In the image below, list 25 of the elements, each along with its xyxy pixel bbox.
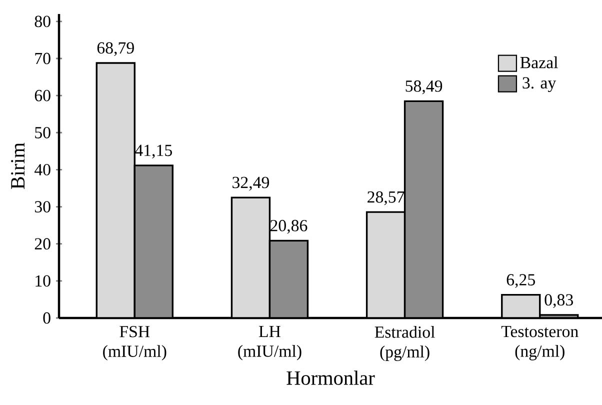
y-tick-label: 10 xyxy=(36,275,50,287)
y-tick-label: 40 xyxy=(34,164,50,176)
data-label: 28,57 xyxy=(368,191,404,206)
data-label: 32,49 xyxy=(232,176,270,191)
data-label: 41,15 xyxy=(135,144,172,159)
x-tick-label: Estradiol (pg/ml) xyxy=(374,326,435,361)
y-tick-label: 0 xyxy=(43,312,50,324)
y-tick-label: 60 xyxy=(34,90,50,102)
x-tick-label: Testosteron (ng/ml) xyxy=(501,326,578,360)
y-tick-label: 50 xyxy=(35,126,50,138)
y-tick-label: 70 xyxy=(35,52,50,64)
x-axis-title: Hormonlar xyxy=(286,370,375,385)
data-label: 0,83 xyxy=(544,294,573,308)
data-label: 6,25 xyxy=(506,274,535,288)
data-label: 20,86 xyxy=(270,220,308,234)
y-axis-title: Birim xyxy=(11,142,25,190)
data-label: 58,49 xyxy=(406,80,442,94)
legend-label: 3. ay xyxy=(522,77,556,92)
y-tick-label: 80 xyxy=(34,16,50,28)
legend-label: Bazal xyxy=(520,56,558,68)
y-tick-label: 30 xyxy=(34,201,50,212)
y-tick-label: 20 xyxy=(34,238,50,250)
data-label: 68,79 xyxy=(97,42,134,56)
x-tick-label: FSH (mIU/ml) xyxy=(103,326,166,360)
x-tick-label: LH (mIU/ml) xyxy=(238,326,302,360)
